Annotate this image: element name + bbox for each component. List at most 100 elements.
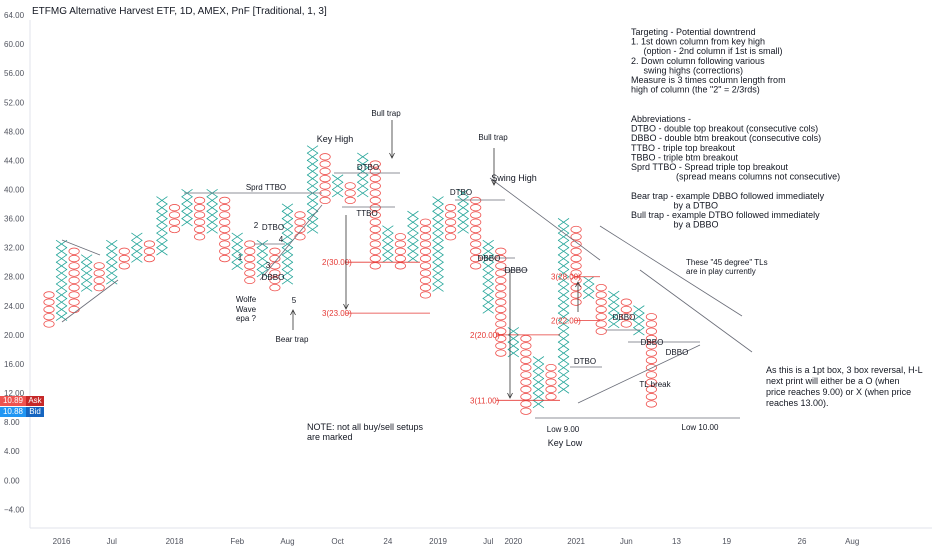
x-box — [532, 385, 545, 394]
o-box — [369, 189, 381, 197]
x-column — [357, 152, 369, 198]
annotation-sprd-ttbo: Sprd TTBO — [246, 183, 286, 192]
abbreviation-note-line: by a DBBO — [631, 220, 719, 230]
x-box — [457, 218, 469, 227]
x-box — [55, 254, 68, 263]
annotation-low-1000: Low 10.00 — [682, 423, 719, 432]
x-box — [80, 261, 93, 270]
o-box — [369, 225, 381, 234]
x-column — [331, 174, 344, 198]
annotation-low-900: Low 9.00 — [547, 425, 580, 434]
x-column — [432, 196, 444, 292]
o-box — [570, 284, 582, 292]
x-box — [156, 210, 168, 220]
o-box — [68, 276, 80, 285]
o-box — [470, 233, 482, 241]
x-column — [156, 196, 168, 256]
x-column — [256, 239, 269, 278]
o-box — [495, 269, 507, 277]
x-box — [407, 232, 419, 241]
o-box — [495, 349, 507, 357]
o-column — [344, 182, 356, 205]
o-box — [520, 371, 532, 379]
x-box — [55, 283, 68, 292]
y-tick-label: −4.00 — [4, 505, 25, 514]
o-box — [570, 254, 582, 263]
o-box — [495, 298, 507, 306]
x-box — [306, 196, 319, 205]
o-box — [68, 262, 80, 270]
o-box — [520, 407, 532, 415]
x-column — [80, 254, 93, 292]
x-box — [231, 247, 243, 256]
x-box — [181, 210, 193, 220]
x-box — [357, 181, 369, 191]
annotation-dtbo: DTBO — [357, 163, 379, 172]
o-box — [369, 160, 381, 168]
o-box — [319, 182, 331, 190]
x-box — [432, 218, 444, 227]
o-box — [219, 254, 231, 263]
measure-arrow-head — [575, 281, 581, 288]
x-box — [181, 196, 193, 205]
o-box — [419, 240, 432, 248]
o-box — [645, 356, 657, 364]
x-box — [281, 254, 294, 263]
o-box — [43, 320, 55, 328]
x-box — [482, 239, 494, 249]
x-box — [482, 298, 494, 307]
annotation-wolfe-5: 5 — [292, 296, 297, 305]
o-column — [118, 247, 130, 270]
x-box — [106, 261, 118, 270]
x-box — [608, 312, 620, 321]
o-box — [43, 291, 55, 299]
trendline — [489, 177, 601, 261]
o-box — [419, 218, 432, 226]
x-box — [331, 181, 344, 191]
x-box — [281, 247, 294, 256]
x-box — [432, 239, 444, 249]
x-box — [55, 290, 68, 300]
o-column — [93, 262, 105, 292]
o-column — [394, 233, 406, 270]
o-box — [294, 225, 306, 234]
x-column — [281, 203, 294, 285]
o-box — [419, 291, 432, 299]
x-box — [557, 334, 570, 343]
x-box — [256, 268, 269, 278]
o-box — [244, 262, 256, 270]
x-box — [382, 254, 394, 263]
x-box — [357, 174, 369, 183]
o-box — [194, 204, 206, 212]
x-column — [532, 356, 545, 409]
x-tick-label: 2016 — [53, 537, 71, 546]
x-box — [557, 239, 570, 249]
o-box — [219, 233, 231, 241]
bull-trap-arrow-head — [491, 179, 497, 186]
o-box — [419, 233, 432, 241]
o-box — [168, 204, 181, 212]
o-box — [495, 342, 507, 350]
o-box — [419, 284, 432, 292]
x-box — [156, 232, 168, 241]
trendline — [639, 269, 753, 353]
o-box — [419, 262, 432, 270]
x-tick-label: Aug — [280, 537, 294, 546]
o-box — [369, 211, 381, 219]
x-box — [633, 312, 645, 321]
o-column — [319, 153, 331, 205]
abbreviation-note-line: Sprd TTBO - Spread triple top breakout — [631, 162, 788, 172]
x-box — [482, 268, 494, 278]
annotation-key-low: Key Low — [548, 438, 583, 448]
x-column — [482, 239, 494, 314]
x-box — [181, 203, 193, 212]
annotation-reversal-3: price reaches 9.00) or X (when price — [766, 387, 911, 397]
x-column — [231, 232, 243, 270]
annotation-dbbo: DBBO — [613, 313, 636, 322]
x-box — [557, 218, 570, 227]
x-box — [608, 298, 620, 307]
o-column — [570, 225, 582, 306]
o-box — [620, 320, 632, 328]
x-box — [131, 247, 143, 256]
